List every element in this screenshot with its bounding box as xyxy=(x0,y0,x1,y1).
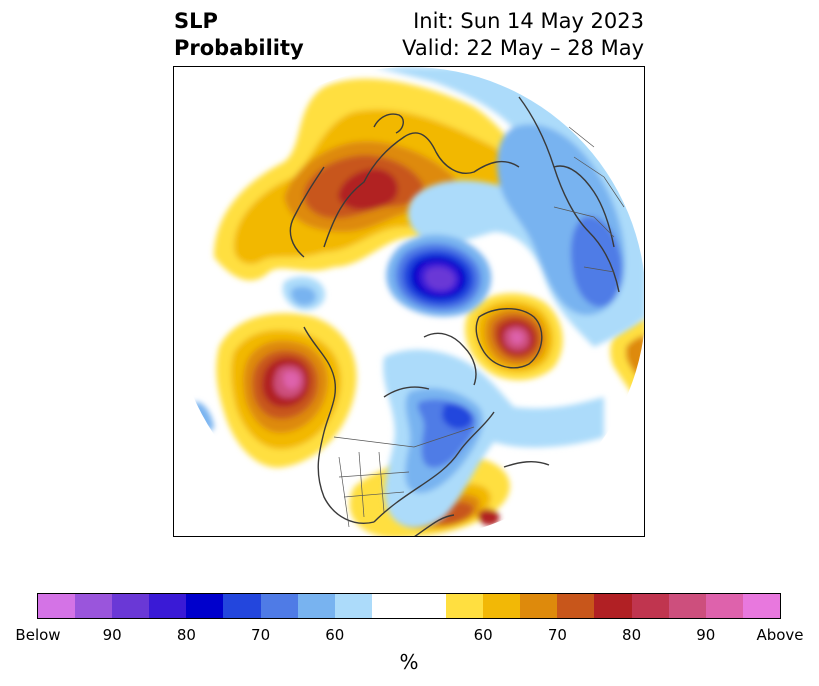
title-variable: SLP xyxy=(174,9,218,33)
colorbar-above-segment xyxy=(742,594,780,618)
chart-title-left: SLP Probability xyxy=(174,8,304,62)
colorbar-below-segment xyxy=(297,594,335,618)
colorbar-tick-label: 70 xyxy=(547,626,567,644)
colorbar-tick-label: 70 xyxy=(251,626,271,644)
colorbar-below-segment xyxy=(334,594,372,618)
colorbar-above-segment xyxy=(483,594,521,618)
country-borders xyxy=(333,126,625,528)
colorbar-below-segment xyxy=(149,594,187,618)
colorbar-above-segment xyxy=(520,594,558,618)
colorbar xyxy=(37,593,781,619)
colorbar-below-segment xyxy=(75,594,113,618)
title-valid-range: Valid: 22 May – 28 May xyxy=(402,36,644,60)
colorbar-above-segment xyxy=(594,594,632,618)
colorbar-above-segment xyxy=(631,594,669,618)
colorbar-tick-label: 60 xyxy=(325,626,345,644)
probability-map xyxy=(174,67,644,536)
colorbar-below-segment xyxy=(223,594,261,618)
colorbar-tick-label: 80 xyxy=(622,626,642,644)
colorbar-tick-label: Below xyxy=(15,626,61,644)
colorbar-above-segment xyxy=(705,594,743,618)
colorbar-tick-label: 80 xyxy=(176,626,196,644)
colorbar-above-segment xyxy=(446,594,484,618)
colorbar-tick-label: 90 xyxy=(696,626,716,644)
colorbar-above-segment xyxy=(557,594,595,618)
colorbar-below-segment xyxy=(112,594,150,618)
colorbar-below-segment xyxy=(260,594,298,618)
colorbar-below-segment xyxy=(38,594,76,618)
title-init-date: Init: Sun 14 May 2023 xyxy=(413,9,644,33)
colorbar-tick-label: 60 xyxy=(473,626,493,644)
colorbar-tick-label: 90 xyxy=(102,626,122,644)
title-type: Probability xyxy=(174,36,304,60)
coastlines xyxy=(289,96,620,536)
colorbar-above-segment xyxy=(668,594,706,618)
probability-shading xyxy=(174,67,644,536)
chart-title-right: Init: Sun 14 May 2023 Valid: 22 May – 28… xyxy=(402,8,644,62)
colorbar-unit-label: % xyxy=(399,650,419,674)
colorbar-below-segment xyxy=(186,594,224,618)
colorbar-tick-label: Above xyxy=(756,626,804,644)
colorbar-neutral-segment xyxy=(371,594,447,618)
map-panel xyxy=(173,66,645,537)
